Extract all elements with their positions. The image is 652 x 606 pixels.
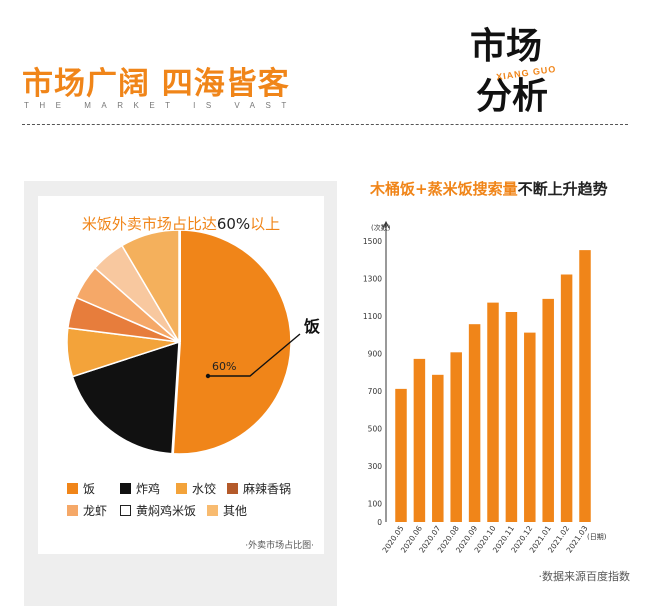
bar-2020.12 (524, 332, 536, 522)
pie-slice-0 (171, 230, 292, 455)
legend-swatch (120, 483, 131, 494)
y-tick-label: 300 (368, 462, 383, 471)
bar-2020.07 (432, 374, 444, 522)
legend-swatch (176, 483, 187, 494)
bar-title-highlight: 木桶饭+蒸米饭搜索量 (370, 180, 518, 198)
x-axis-label: (日期) (587, 533, 607, 541)
y-tick-label: 0 (377, 518, 382, 527)
legend-swatch (67, 505, 78, 516)
legend-swatch (67, 483, 78, 494)
pie-annotation-label: 饭 (303, 317, 320, 336)
logo-line2: 分析 (476, 75, 549, 117)
y-tick-label: 700 (368, 387, 383, 396)
y-tick-label: 100 (368, 499, 383, 508)
brand-logo: 市场 分析 XIANG GUO (462, 22, 570, 122)
legend-item: 龙虾 (67, 502, 107, 519)
pie-chart: 60% 饭 (66, 230, 320, 456)
legend-label: 其他 (223, 504, 248, 518)
pie-title-number: 60% (216, 215, 251, 233)
y-tick-label: 1300 (363, 274, 382, 283)
bar-chart: (次数)01003005007009001100130015002020.052… (363, 220, 607, 555)
bar-title-rest: 不断上升趋势 (517, 180, 608, 198)
legend-item: 其他 (207, 502, 247, 519)
pie-caption: ·外卖市场占比图· (245, 541, 314, 551)
y-tick-label: 1100 (363, 312, 382, 321)
bar-2020.09 (468, 324, 481, 522)
bar-title: 木桶饭+蒸米饭搜索量不断上升趋势 (370, 178, 640, 199)
pie-title: 米饭外卖市场占比达60%以上 (38, 213, 324, 234)
y-axis-label: (次数) (371, 223, 391, 232)
legend-label: 水饺 (192, 482, 217, 496)
legend-item: 黄焖鸡米饭 (120, 502, 196, 519)
legend-label: 黄焖鸡米饭 (136, 504, 197, 518)
pie-slice-6 (120, 230, 180, 345)
header-title: 市场广阔 四海皆客 (22, 66, 290, 102)
bar-2020.05 (395, 388, 407, 522)
bar-2021.02 (560, 274, 573, 522)
y-tick-label: 1500 (363, 237, 382, 246)
bar-caption: ·数据来源百度指数 (538, 570, 631, 583)
logo-line1: 市场 (470, 25, 543, 67)
bar-2020.10 (487, 302, 499, 522)
legend-label: 饭 (83, 482, 96, 496)
legend-label: 麻辣香锅 (243, 482, 292, 496)
legend-item: 水饺 (176, 480, 216, 497)
legend-item: 麻辣香锅 (227, 480, 291, 497)
bar-2020.06 (413, 358, 426, 522)
bar-2020.11 (505, 312, 518, 522)
header-subtitle: THE MARKET IS VAST (24, 101, 297, 110)
pie-annotation-value: 60% (212, 360, 236, 373)
bar-2021.03 (579, 250, 591, 522)
legend-label: 龙虾 (83, 504, 108, 518)
pie-annotation-line (208, 333, 301, 377)
pie-slice-1 (71, 340, 180, 455)
bar-2020.08 (450, 352, 462, 522)
legend-swatch (120, 505, 131, 516)
pie-title-suffix: 以上 (250, 215, 281, 233)
pie-title-text: 米饭外卖市场占比达 (81, 215, 217, 233)
legend-swatch (227, 483, 238, 494)
legend-item: 饭 (67, 480, 95, 497)
y-tick-label: 500 (368, 424, 383, 433)
legend-label: 炸鸡 (136, 482, 161, 496)
legend-item: 炸鸡 (120, 480, 160, 497)
header-divider (22, 124, 628, 125)
bar-2021.01 (542, 298, 554, 522)
y-axis-arrow (382, 220, 390, 229)
legend-swatch (207, 505, 218, 516)
y-tick-label: 900 (368, 349, 383, 358)
